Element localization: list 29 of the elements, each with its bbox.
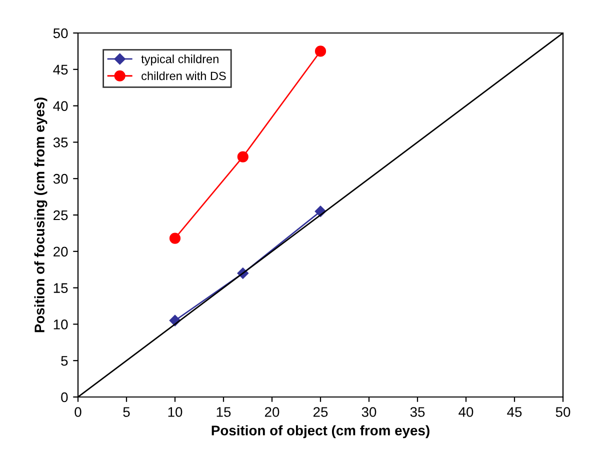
y-tick-label: 45	[53, 64, 68, 75]
y-tick-label: 15	[54, 283, 68, 293]
x-tick-label: 40	[458, 407, 474, 417]
x-tick-label: 20	[264, 407, 280, 417]
x-axis-title: Position of object (cm from eyes)	[212, 425, 430, 438]
x-tick-label: 5	[123, 407, 130, 417]
x-tick-label: 50	[556, 407, 570, 417]
y-tick-label: 20	[54, 246, 68, 257]
y-tick-label: 30	[53, 174, 68, 184]
y-axis-title: Position of focusing (cm from eyes)	[34, 98, 48, 332]
x-tick-label: 35	[410, 407, 425, 417]
legend-label: typical children	[141, 54, 218, 66]
point	[314, 46, 326, 57]
x-tick-label: 45	[507, 407, 522, 417]
x-tick-label: 15	[216, 407, 231, 417]
legend-label: children with DS	[142, 71, 226, 80]
y-tick-label: 0	[61, 392, 68, 402]
x-tick-label: 25	[313, 407, 328, 417]
y-tick-label: 50	[53, 28, 68, 38]
x-tick-label: 10	[168, 407, 182, 417]
point	[237, 151, 248, 162]
x-tick-label: 0	[74, 407, 82, 417]
y-tick-label: 5	[61, 356, 68, 366]
x-tick-label: 30	[362, 407, 376, 417]
y-tick-label: 40	[53, 101, 68, 111]
y-tick-label: 10	[54, 320, 68, 330]
y-tick-label: 35	[53, 138, 68, 148]
y-tick-label: 25	[54, 210, 68, 220]
point	[169, 232, 181, 244]
